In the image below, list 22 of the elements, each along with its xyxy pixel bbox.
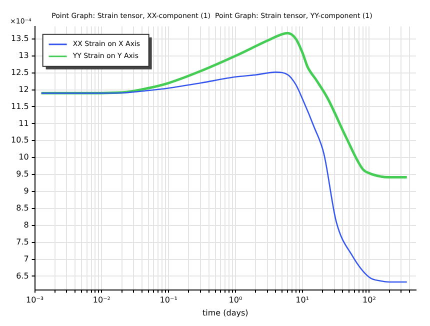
y-tick-label: 6.5	[16, 271, 29, 280]
y-tick-label: 11.5	[11, 102, 29, 111]
x-tick-label: 10⁻¹	[160, 296, 178, 305]
y-tick-label: 13	[18, 50, 29, 60]
y-tick-label: 12	[18, 84, 29, 94]
y-tick-label: 9.5	[16, 170, 29, 179]
y-tick-label: 7.5	[16, 237, 29, 246]
y-tick-label: 8	[24, 220, 29, 230]
y-tick-label: 10.5	[11, 136, 29, 145]
x-tick-label: 10⁰	[228, 296, 242, 305]
y-tick-label: 12.5	[11, 68, 29, 77]
y-tick-label: 7	[24, 254, 29, 264]
x-tick-label: 10⁻²	[92, 296, 111, 305]
y-tick-label: 9	[24, 186, 29, 196]
y-tick-label: 10	[18, 152, 29, 162]
x-tick-label: 10¹	[296, 296, 310, 305]
x-axis-title: time (days)	[202, 308, 248, 318]
y-tick-label: 13.5	[11, 34, 29, 44]
y-tick-label: 11	[18, 118, 29, 128]
x-tick-label: 10²	[362, 296, 376, 305]
x-tick-label: 10⁻³	[26, 296, 44, 305]
y-tick-label: 8.5	[16, 204, 29, 213]
